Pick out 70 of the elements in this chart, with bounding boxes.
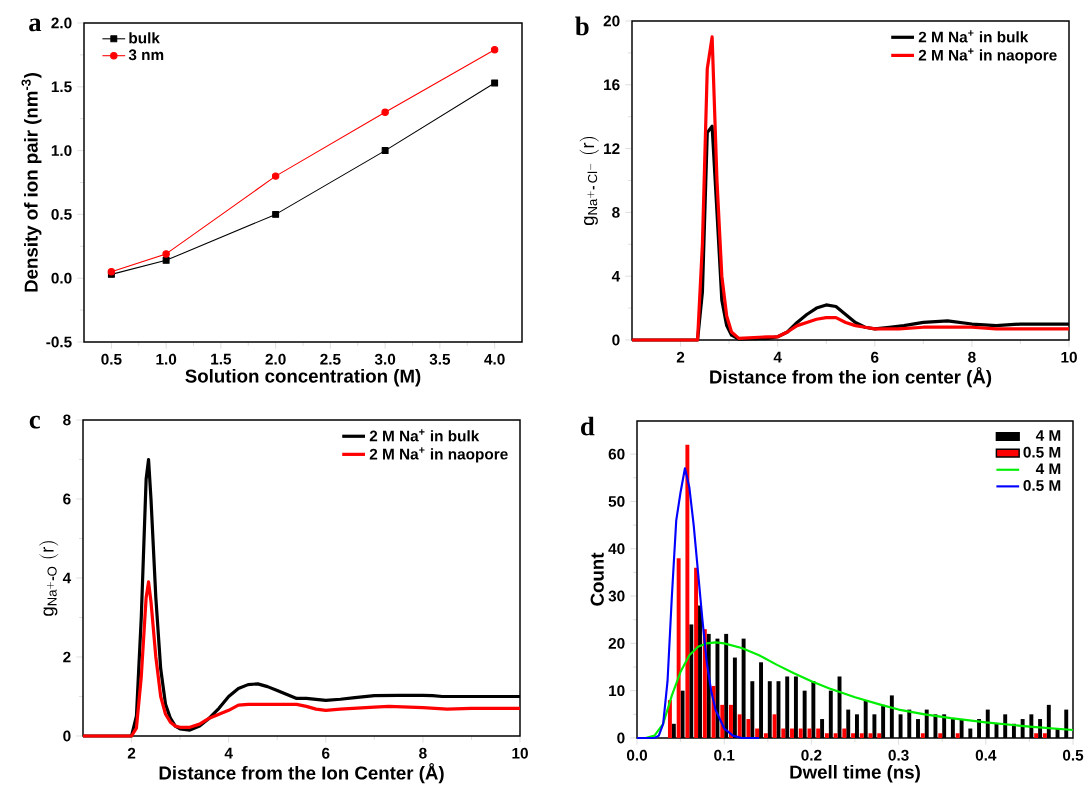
legend-label: bulk: [129, 32, 160, 44]
legend-label: 2 M Na$^{+}$ in bulk: [369, 429, 480, 442]
x-tick-label: 10: [512, 747, 528, 759]
y-tick-label: 4: [62, 572, 72, 584]
y-tick-label: 10: [609, 685, 625, 697]
text: d: [581, 416, 595, 436]
y-tick-label: 0.5: [51, 208, 72, 220]
y-axis-title: Count: [590, 552, 604, 606]
y-tick-label: 1.0: [51, 145, 72, 157]
x-tick-label: 0.3: [888, 749, 909, 761]
x-tick-label: 2.0: [265, 353, 286, 365]
legend-label: 4 M: [1035, 430, 1061, 441]
y-tick-label: 1.5: [51, 81, 72, 93]
x-tick-label: 0.5: [101, 353, 122, 365]
legend-label: 2 M Na$^{+}$ in bulk: [918, 30, 1029, 43]
x-tick-label: 1.0: [156, 353, 177, 365]
x-tick-label: 8: [968, 351, 976, 363]
x-tick-label: 0.5: [1062, 749, 1084, 761]
y-tick-label: 16: [604, 79, 620, 91]
x-tick-label: 2: [676, 351, 685, 363]
x-tick-label: 6: [871, 351, 879, 363]
legend-label: 0.5 M: [1023, 480, 1061, 491]
x-tick-label: 10: [1061, 351, 1077, 363]
y-tick-label: 6: [63, 493, 71, 505]
legend-label: 4 M: [1035, 463, 1061, 475]
x-axis-title: Distance from the Ion Center (Å): [159, 762, 444, 784]
y-tick-label: 0: [612, 334, 620, 346]
text: c: [29, 415, 41, 429]
y-tick-label: -0.5: [46, 336, 72, 348]
x-tick-label: 0.2: [801, 749, 822, 761]
x-tick-label: 2: [127, 747, 136, 759]
x-tick-label: 1.5: [211, 353, 232, 365]
text: a: [29, 18, 42, 32]
y-tick-label: 20: [608, 637, 625, 649]
x-axis-title: Dwell time (ns): [790, 764, 920, 783]
y-axis-title: $\mathrm{g_{Na^{+}\text{-}\,Cl^{-}}\;(r)}$: [579, 137, 599, 226]
y-tick-label: 60: [608, 448, 625, 460]
y-tick-label: 0: [63, 730, 71, 742]
x-axis-title: Distance from the ion center (Å): [710, 366, 992, 388]
y-tick-label: 2.0: [51, 17, 72, 29]
x-tick-label: 0.0: [626, 749, 648, 761]
legend-label: 2 M Na$^{+}$ in naopore: [369, 447, 508, 463]
y-tick-label: 50: [608, 495, 625, 507]
x-tick-label: 8: [419, 747, 427, 759]
text: b: [575, 16, 589, 36]
x-tick-label: 3.0: [374, 353, 396, 365]
y-tick-label: 30: [608, 590, 625, 602]
x-tick-label: 3.5: [429, 353, 451, 365]
legend-label: 2 M Na$^{+}$ in naopore: [918, 48, 1057, 64]
legend-label: 0.5 M: [1023, 446, 1061, 458]
y-tick-label: 0.0: [51, 272, 72, 284]
y-tick-label: 8: [612, 206, 620, 218]
y-tick-label: 12: [604, 143, 620, 154]
x-tick-label: 4: [773, 351, 782, 363]
x-axis-title: Solution concentration (M): [185, 368, 421, 387]
y-tick-label: 0: [617, 732, 625, 744]
y-tick-label: 8: [63, 414, 71, 426]
y-tick-label: 4: [611, 270, 621, 282]
y-tick-label: 2: [63, 651, 71, 663]
y-axis-title: Density of ion pair (nm$^{-3}$): [21, 73, 42, 292]
x-tick-label: 6: [322, 747, 330, 759]
legend-label: 3 nm: [128, 49, 164, 61]
y-axis-title: $\mathrm{g_{Na^{+}\text{-}O}\;(r)}$: [39, 541, 59, 616]
x-tick-label: 2.5: [320, 353, 341, 365]
x-tick-label: 4: [224, 747, 233, 759]
x-tick-label: 0.4: [975, 749, 997, 761]
x-tick-label: 0.1: [714, 749, 735, 761]
y-tick-label: 40: [608, 543, 625, 555]
y-tick-label: 20: [603, 15, 620, 27]
x-tick-label: 4.0: [484, 353, 505, 365]
